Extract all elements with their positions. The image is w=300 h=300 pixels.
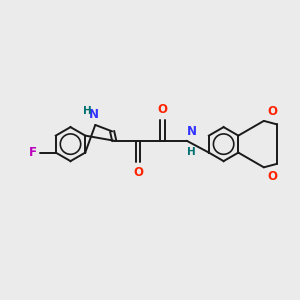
- Text: O: O: [268, 105, 278, 118]
- Text: N: N: [89, 107, 99, 121]
- Text: O: O: [268, 170, 278, 183]
- Text: F: F: [29, 146, 37, 159]
- Text: O: O: [158, 103, 167, 116]
- Text: H: H: [187, 147, 196, 157]
- Text: H: H: [83, 106, 92, 116]
- Text: O: O: [134, 166, 143, 179]
- Text: N: N: [187, 125, 197, 138]
